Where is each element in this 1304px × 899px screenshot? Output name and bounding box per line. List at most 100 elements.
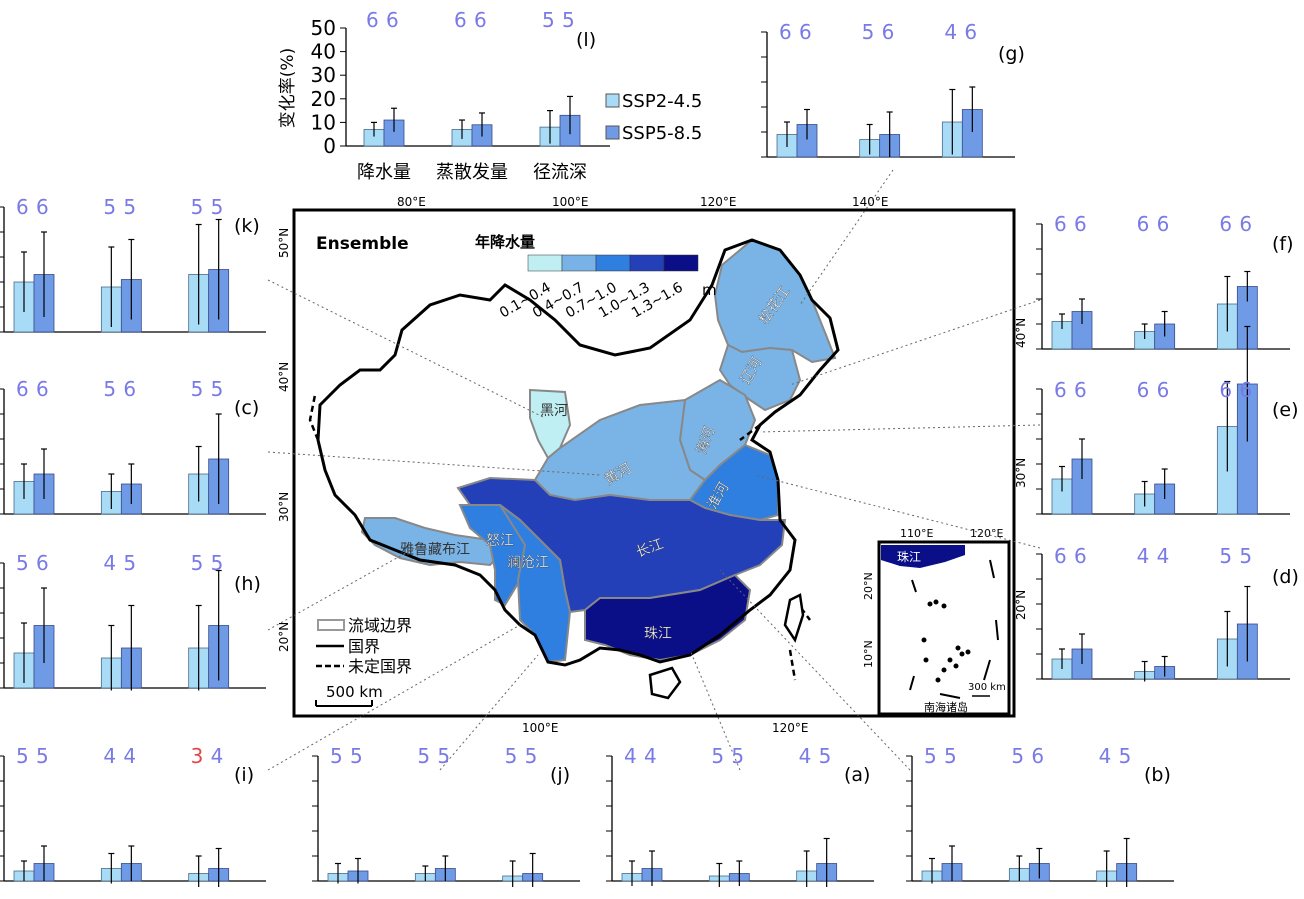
model-count-ssp585: 5: [819, 744, 832, 768]
model-count-ssp585: 6: [1074, 212, 1087, 236]
model-count-ssp245: 4: [1099, 744, 1112, 768]
panel-label: (d): [1272, 566, 1299, 588]
leader-k: [267, 279, 546, 419]
model-count-ssp245: 4: [799, 744, 812, 768]
model-count-ssp585: 6: [123, 377, 136, 401]
inset-lat-20: 20°N: [862, 572, 875, 600]
model-count-ssp245: 5: [16, 551, 29, 575]
model-count-ssp245: 5: [1011, 744, 1024, 768]
panel-a: (a)4 4 5 5 4 5: [606, 744, 874, 887]
model-count-ssp245: 5: [330, 744, 343, 768]
model-count-ssp585: 6: [799, 20, 812, 44]
model-count-ssp585: 5: [562, 8, 575, 32]
model-count-ssp585: 6: [964, 20, 977, 44]
model-count-ssp585: 6: [1074, 544, 1087, 568]
model-count-ssp245: 5: [16, 744, 29, 768]
panel-label: (j): [550, 764, 570, 786]
inset-islands: [909, 559, 999, 699]
lon-tick-top: 100°E: [552, 195, 589, 209]
panel-label: (h): [234, 573, 261, 595]
china-map: [292, 208, 1016, 718]
lon-tick-bottom: 120°E: [772, 721, 809, 735]
model-count-ssp585: 5: [123, 195, 136, 219]
model-count-ssp245: 5: [505, 744, 518, 768]
model-count-ssp245: 5: [103, 195, 116, 219]
south-china-sea-inset: 珠江 110°E 120°E 20°N 10°N 300 km 南海诸岛: [862, 527, 1011, 716]
leader-j: [439, 654, 539, 771]
map-ticks: 80°E 100°E 120°E 140°E 100°E 120°E 50°N 40°N 30°…: [277, 195, 1028, 735]
model-count-ssp585: 4: [644, 744, 657, 768]
model-count-ssp585: 5: [1119, 744, 1132, 768]
model-count-ssp245: 6: [1137, 378, 1150, 402]
panel-j: (j)5 5 5 5 5 5: [312, 744, 580, 887]
leader-c: [267, 451, 601, 476]
inset-frame: [877, 540, 1011, 716]
legend-ssp245: SSP2-4.5: [622, 91, 702, 112]
model-count-ssp245: 6: [366, 8, 379, 32]
model-count-ssp585: 6: [1074, 378, 1087, 402]
lat-tick-right: 40°N: [1014, 318, 1028, 348]
inset-zhujiang-area: [881, 545, 965, 568]
inset-lon-120: 120°E: [970, 527, 1003, 540]
leader-g: [799, 169, 894, 306]
model-count-ssp585: 4: [1157, 544, 1170, 568]
panel-label: (k): [234, 215, 260, 237]
model-count-ssp585: 6: [474, 8, 487, 32]
model-count-ssp585: 5: [944, 744, 957, 768]
leader-lines: [267, 169, 1041, 771]
panel-label: (g): [998, 43, 1025, 65]
national-border: [316, 238, 840, 667]
model-count-ssp245: 5: [1219, 544, 1232, 568]
model-count-ssp585: 6: [882, 20, 895, 44]
model-count-ssp585: 5: [731, 744, 744, 768]
model-count-ssp245: 6: [454, 8, 467, 32]
model-count-ssp585: 6: [36, 195, 49, 219]
model-count-ssp245: 4: [944, 20, 957, 44]
basin-lancang: [499, 504, 572, 664]
colorbar-title: 年降水量: [475, 233, 535, 251]
legend-national-border: 国界: [348, 637, 380, 656]
model-count-ssp585: 6: [1157, 212, 1170, 236]
legend-swatch-ssp245: [605, 93, 620, 108]
model-count-ssp245: 4: [1137, 544, 1150, 568]
panel-label: (e): [1272, 399, 1299, 421]
leader-f: [789, 299, 1041, 386]
y-axis-label: 变化率(%): [278, 48, 298, 128]
model-count-ssp245: 5: [191, 551, 204, 575]
basin-label: 珠江: [644, 626, 672, 642]
legend-basin-boundary: 流域边界: [348, 616, 412, 635]
colorbar-swatch: [629, 254, 665, 272]
legend-ssp585: SSP5-8.5: [622, 123, 702, 144]
inset-lat-10: 10°N: [862, 640, 875, 668]
taiwan-island: [783, 593, 805, 643]
model-count-ssp245: 4: [103, 744, 116, 768]
leader-b: [719, 569, 911, 771]
category-label: 蒸散发量: [436, 162, 508, 183]
model-count-ssp245: 5: [191, 195, 204, 219]
panel-k: (k)6 6 5 5 5 5: [0, 195, 266, 333]
series-legend: SSP2-4.5 SSP5-8.5: [605, 91, 702, 144]
basin-label: 雅鲁藏布江: [400, 542, 470, 558]
model-count-ssp585: 4: [211, 744, 224, 768]
y-tick-label: 30: [311, 63, 336, 87]
panel-h: (h)5 6 4 5 5 5: [0, 551, 266, 691]
model-count-ssp245: 5: [924, 744, 937, 768]
leader-h: [267, 544, 421, 631]
model-count-ssp245: 5: [103, 377, 116, 401]
model-count-ssp245: 4: [103, 551, 116, 575]
colorbar-swatch: [527, 254, 563, 272]
model-count-ssp585: 6: [386, 8, 399, 32]
model-count-ssp245: 6: [1219, 378, 1232, 402]
model-count-ssp585: 6: [1239, 378, 1252, 402]
colorbar-swatch: [595, 254, 631, 272]
basin-label: 黑河: [540, 403, 568, 419]
panel-g: (g)6 6 5 6 4 6: [761, 20, 1025, 158]
model-count-ssp245: 6: [1219, 212, 1232, 236]
model-count-ssp245: 6: [16, 377, 29, 401]
model-count-ssp585: 5: [437, 744, 450, 768]
leader-d: [754, 474, 1041, 549]
category-label: 降水量: [357, 162, 411, 183]
model-count-ssp245: 4: [624, 744, 637, 768]
panel-i: (i)5 5 4 4 3 4: [0, 744, 266, 887]
